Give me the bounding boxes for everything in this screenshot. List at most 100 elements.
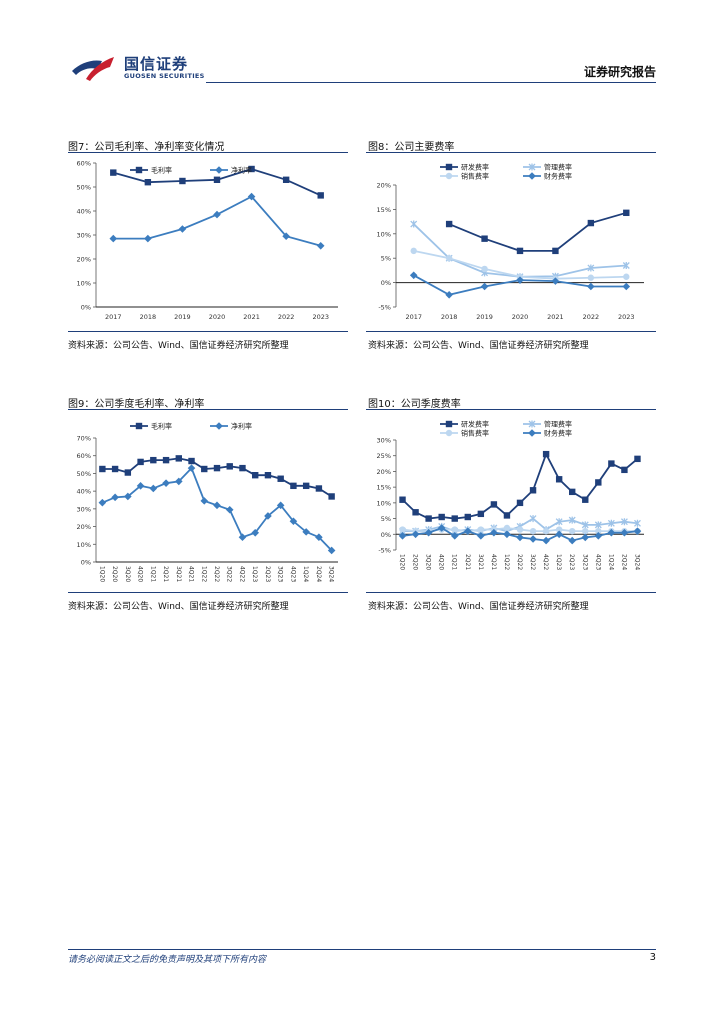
legend-swatch-marker <box>135 422 143 430</box>
data-point <box>503 530 511 539</box>
data-point <box>277 475 284 482</box>
data-point <box>587 282 595 291</box>
series-line <box>448 211 627 252</box>
y-tick-label: 15% <box>377 206 391 214</box>
x-tick-label: 1Q23 <box>555 554 562 570</box>
figure-8-title-rule <box>366 152 656 153</box>
data-point <box>410 220 418 228</box>
x-tick-label: 4Q20 <box>438 554 445 570</box>
data-point <box>213 210 221 219</box>
data-point <box>551 277 560 285</box>
data-point <box>282 232 290 240</box>
data-point <box>582 496 589 503</box>
legend-swatch-marker <box>445 420 453 428</box>
x-tick-label: 4Q23 <box>289 566 296 582</box>
data-point <box>238 533 247 541</box>
legend-item: 净利率 <box>210 422 252 431</box>
data-point <box>289 517 298 526</box>
data-point <box>178 225 187 233</box>
y-tick-label: 0% <box>81 304 91 312</box>
legend-item: 毛利率 <box>130 422 172 431</box>
legend-item: 管理费率 <box>523 420 572 429</box>
data-point <box>529 515 537 523</box>
legend-item: 研发费率 <box>440 163 489 172</box>
y-tick-label: 40% <box>77 208 91 216</box>
data-point <box>98 498 107 507</box>
x-tick-label: 2022 <box>583 313 600 321</box>
data-point <box>477 510 485 518</box>
series-4 <box>398 524 642 545</box>
x-tick-label: 4Q22 <box>542 554 549 570</box>
data-point <box>542 450 550 458</box>
data-point <box>490 501 498 508</box>
data-point <box>99 465 106 473</box>
figure-9-title-rule <box>68 409 348 410</box>
x-tick-label: 2019 <box>476 313 493 321</box>
x-tick-label: 3Q24 <box>328 566 335 582</box>
legend-label: 毛利率 <box>151 166 172 175</box>
legend-swatch-marker <box>528 172 536 180</box>
data-point <box>595 527 602 535</box>
x-tick-label: 3Q22 <box>529 554 536 570</box>
legend-label: 净利率 <box>231 422 252 431</box>
footer-disclaimer: 请务必阅读正文之后的免责声明及其项下所有内容 <box>68 955 267 965</box>
data-point <box>110 169 117 176</box>
x-tick-label: 3Q20 <box>124 566 131 582</box>
data-point <box>179 177 186 185</box>
data-point <box>239 464 246 472</box>
legend-item: 财务费率 <box>523 172 572 181</box>
series-1 <box>99 455 335 500</box>
legend-label: 销售费率 <box>461 172 489 181</box>
legend-item: 销售费率 <box>440 172 489 181</box>
data-point <box>623 273 630 280</box>
x-tick-label: 1Q20 <box>399 554 406 570</box>
data-point <box>503 524 511 532</box>
series-1 <box>445 209 630 255</box>
data-point <box>582 527 589 535</box>
data-point <box>594 521 602 529</box>
x-tick-label: 1Q22 <box>503 554 510 570</box>
x-tick-label: 2Q23 <box>568 554 575 570</box>
data-point <box>516 526 524 533</box>
data-point <box>620 528 629 537</box>
page-number: 3 <box>649 952 656 963</box>
x-tick-label: 1Q21 <box>149 566 156 582</box>
y-tick-label: 50% <box>77 470 91 478</box>
series-line <box>102 457 333 498</box>
company-logo: 国信证券 GUOSEN SECURITIES <box>68 49 208 85</box>
legend-item: 研发费率 <box>440 420 489 429</box>
data-point <box>144 179 152 186</box>
y-tick-label: -5% <box>378 547 391 555</box>
data-point <box>316 242 325 250</box>
x-tick-label: 2017 <box>405 313 422 321</box>
series-line <box>102 466 333 552</box>
x-tick-label: 1Q24 <box>607 554 614 570</box>
data-point <box>226 463 233 470</box>
data-point <box>481 265 488 273</box>
y-tick-label: 20% <box>77 523 91 531</box>
data-point <box>251 528 260 537</box>
data-point <box>620 518 628 526</box>
data-point <box>200 497 209 505</box>
data-point <box>622 282 631 291</box>
data-point <box>529 487 537 494</box>
series-2 <box>109 192 325 250</box>
legend-item: 管理费率 <box>523 163 572 172</box>
legend-item: 财务费率 <box>523 429 572 438</box>
data-point <box>137 458 144 466</box>
x-tick-label: 4Q23 <box>594 554 601 570</box>
y-tick-label: 10% <box>77 541 91 549</box>
x-tick-label: 2017 <box>105 313 122 321</box>
x-tick-label: 2Q21 <box>464 554 471 570</box>
data-point <box>451 526 458 533</box>
legend-label: 净利率 <box>231 166 252 175</box>
figure-9-source-rule <box>68 592 348 593</box>
data-point <box>463 527 472 535</box>
x-tick-label: 3Q24 <box>633 554 640 570</box>
x-tick-label: 4Q20 <box>137 566 144 582</box>
legend-item: 净利率 <box>210 166 252 175</box>
data-point <box>634 519 641 527</box>
footer-divider <box>68 949 656 950</box>
data-point <box>399 496 406 503</box>
data-point <box>555 530 563 539</box>
